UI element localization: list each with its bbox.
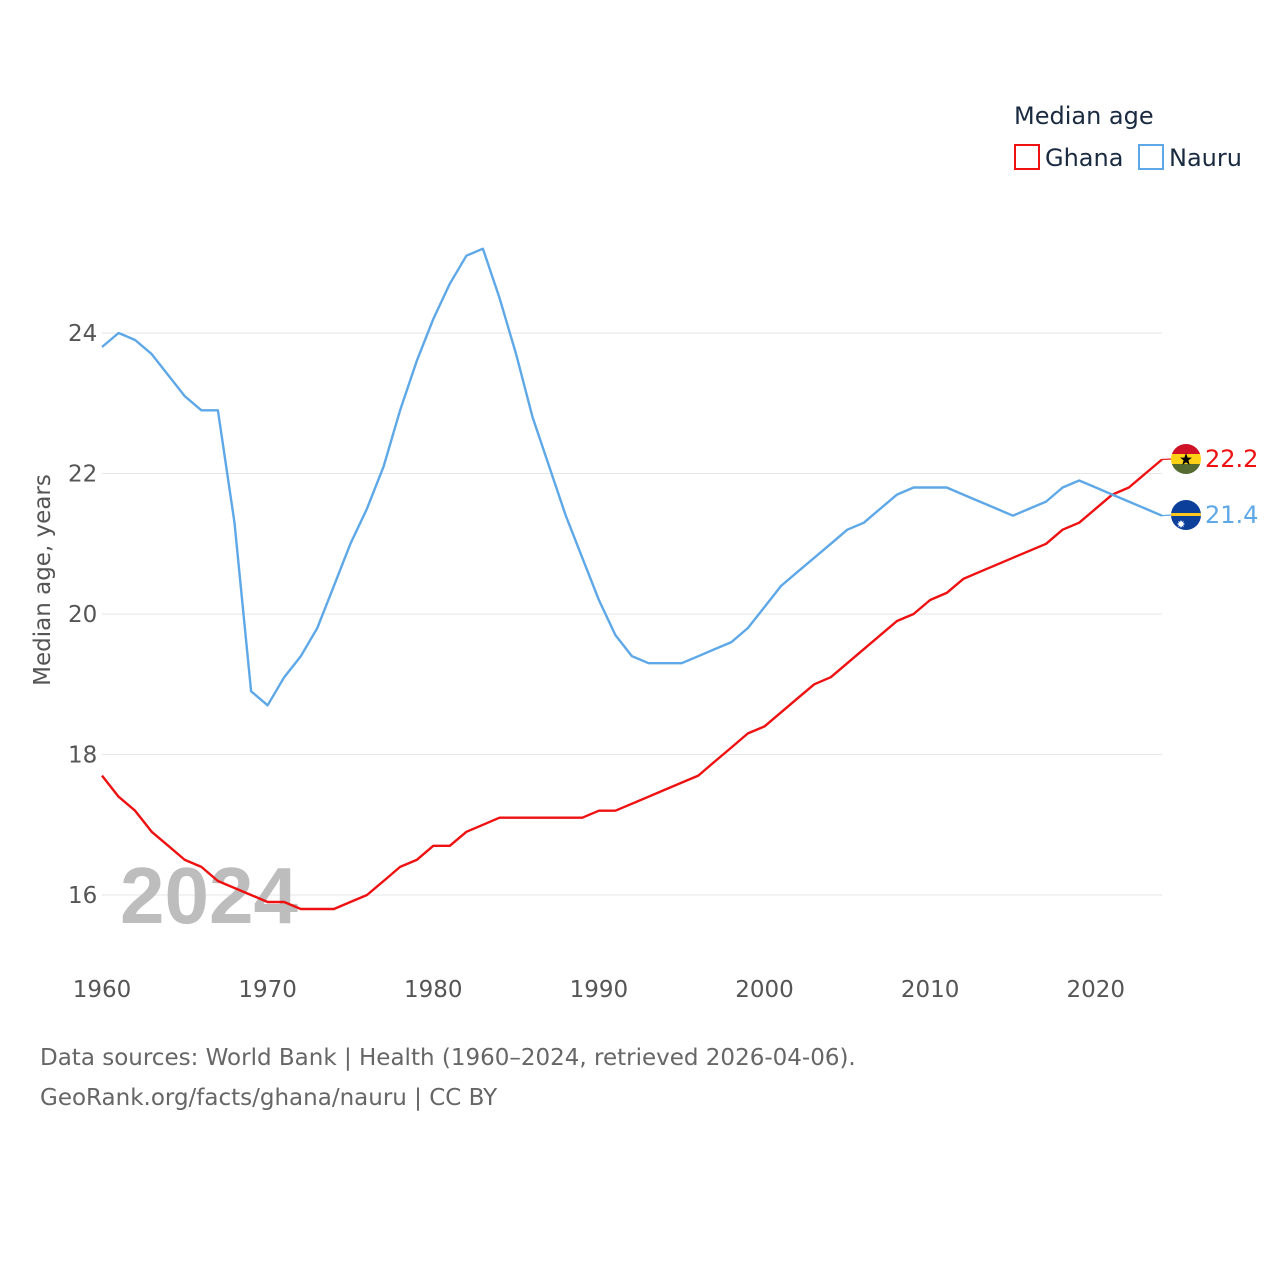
data-source-note: Data sources: World Bank | Health (1960–… <box>40 1045 856 1071</box>
legend: Median age Ghana Nauru <box>1014 102 1242 172</box>
x-tick-label-2020: 2020 <box>1066 977 1125 1003</box>
x-tick-label-1970: 1970 <box>238 977 297 1003</box>
gridlines <box>102 332 1162 896</box>
y-tick-label-24: 24 <box>68 321 97 347</box>
series-line-ghana <box>101 458 1163 911</box>
x-axis-ticks: 1960 1970 1980 1990 2000 2010 2020 <box>73 977 1125 1003</box>
end-value-ghana: 22.2 <box>1205 445 1258 473</box>
x-tick-label-2000: 2000 <box>735 977 794 1003</box>
nauru-flag-icon <box>1171 500 1201 530</box>
legend-label-nauru: Nauru <box>1169 144 1242 172</box>
y-tick-label-16: 16 <box>68 883 97 909</box>
x-tick-label-1980: 1980 <box>404 977 463 1003</box>
legend-label-ghana: Ghana <box>1045 144 1123 172</box>
end-connector-nauru <box>1161 514 1173 517</box>
source-link[interactable]: GeoRank.org/facts/ghana/nauru | CC BY <box>40 1085 498 1111</box>
y-axis-ticks: 16 18 20 22 24 <box>68 321 97 909</box>
year-watermark: 2024 <box>120 851 298 940</box>
y-tick-label-18: 18 <box>68 743 97 769</box>
series-lines <box>101 247 1163 911</box>
y-tick-label-20: 20 <box>68 602 97 628</box>
y-tick-label-22: 22 <box>68 462 97 488</box>
series-line-nauru <box>101 247 1163 707</box>
legend-title: Median age <box>1014 102 1154 130</box>
end-value-nauru: 21.4 <box>1205 501 1258 529</box>
legend-items: Ghana Nauru <box>1014 144 1242 172</box>
legend-swatch-ghana <box>1014 144 1040 170</box>
x-tick-label-2010: 2010 <box>901 977 960 1003</box>
y-axis-title: Median age, years <box>30 474 56 686</box>
x-tick-label-1960: 1960 <box>73 977 132 1003</box>
ghana-flag-icon <box>1171 444 1201 474</box>
legend-swatch-nauru <box>1138 144 1164 170</box>
end-labels: 22.2 21.4 <box>1161 445 1258 529</box>
x-tick-label-1990: 1990 <box>570 977 629 1003</box>
